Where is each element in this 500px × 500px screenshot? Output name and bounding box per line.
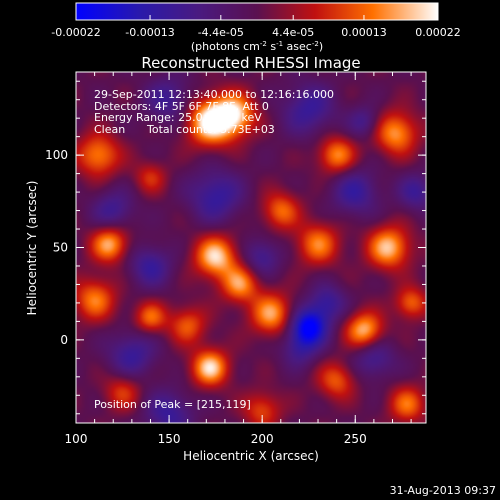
colorbar-tick-label: 0.00013 [341,26,387,39]
colorbar-tick-label: -4.4e-05 [198,26,244,39]
x-tick-label: 250 [344,432,367,446]
time-range-annotation: 29-Sep-2011 12:13:40.000 to 12:16:16.000 [94,88,334,101]
x-axis-label: Heliocentric X (arcsec) [183,449,319,463]
heatmap-image [76,72,426,423]
detectors-annotation: Detectors: 4F 5F 6F 7F 8F, Att 0 [94,100,269,113]
colorbar-frame [75,2,439,21]
x-axis: 100 150 200 250 [65,72,412,446]
y-axis-label: Heliocentric Y (arcsec) [25,181,39,316]
y-tick-label: 0 [60,333,68,347]
x-tick-label: 200 [251,432,274,446]
footer-timestamp: 31-Aug-2013 09:37 [390,484,496,497]
y-axis: 0 50 100 [45,80,426,415]
colorbar-units: (photons cm-2 s-1 asec-2) [191,40,323,53]
colorbar-tick-label: 4.4e-05 [272,26,314,39]
colorbar-tick-label: -0.00013 [125,26,174,39]
counts-annotation: Total counts: 5.73E+03 [146,123,275,136]
y-tick-label: 50 [53,241,68,255]
image-area [76,72,426,423]
energy-annotation: Energy Range: 25.0 - 50.0 keV [94,111,262,124]
colorbar-ticks [75,15,439,20]
colorbar-tick-label: 0.00022 [415,26,461,39]
x-tick-label: 150 [158,432,181,446]
chart-title: Reconstructed RHESSI Image [141,54,360,72]
clean-annotation: Clean [94,123,125,136]
colorbar [76,3,438,20]
colorbar-tick-label: -0.00022 [51,26,100,39]
peak-annotation: Position of Peak = [215,119] [94,398,251,411]
y-tick-label: 100 [45,148,68,162]
annotations: 29-Sep-2011 12:13:40.000 to 12:16:16.000… [94,88,334,411]
x-tick-label: 100 [65,432,88,446]
colorbar-tick-labels: -0.00022 -0.00013 -4.4e-05 4.4e-05 0.00013 0.… [51,26,460,39]
